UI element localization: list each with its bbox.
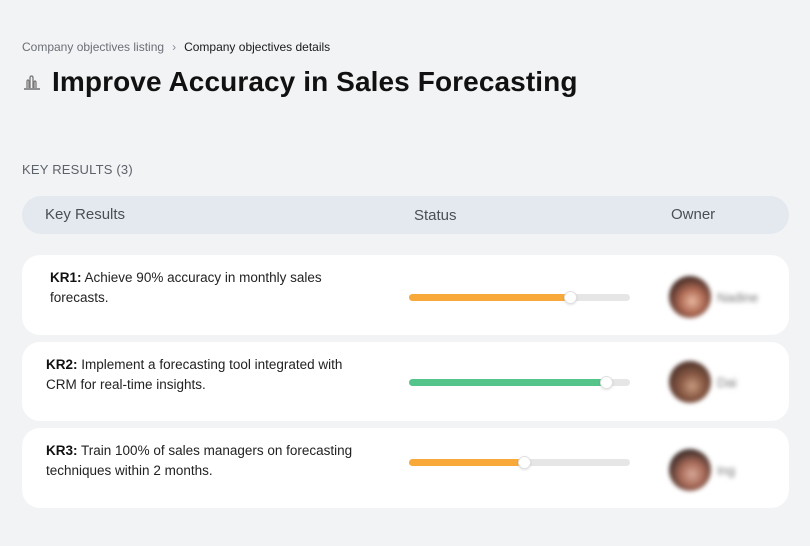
column-header-status: Status (414, 207, 457, 224)
bar-chart-icon (22, 72, 42, 92)
key-result-row[interactable]: KR2: Implement a forecasting tool integr… (22, 342, 789, 421)
progress-fill (409, 294, 571, 301)
progress-handle[interactable] (517, 456, 531, 469)
key-result-description: Achieve 90% accuracy in monthly sales fo… (50, 270, 322, 305)
progress-handle[interactable] (599, 376, 613, 389)
progress-fill (409, 379, 606, 386)
objective-header: Improve Accuracy in Sales Forecasting (22, 66, 578, 98)
key-result-id: KR3: (46, 443, 78, 458)
status-progress-bar[interactable] (409, 376, 630, 389)
breadcrumb-separator-icon: › (172, 40, 177, 54)
owner-cell[interactable]: Dai (669, 361, 737, 403)
column-header-owner: Owner (671, 206, 716, 223)
avatar (669, 276, 711, 318)
avatar (669, 449, 711, 491)
key-result-description: Implement a forecasting tool integrated … (46, 357, 343, 392)
key-result-text: KR1: Achieve 90% accuracy in monthly sal… (50, 268, 380, 308)
status-progress-bar[interactable] (409, 291, 630, 304)
owner-name: Nadine (717, 289, 759, 305)
key-results-count-label: KEY RESULTS (3) (22, 162, 133, 177)
key-result-row[interactable]: KR1: Achieve 90% accuracy in monthly sal… (22, 255, 789, 335)
breadcrumb-current: Company objectives details (184, 40, 331, 54)
progress-fill (409, 459, 524, 466)
avatar (669, 361, 711, 403)
progress-handle[interactable] (564, 291, 578, 304)
owner-name: Ing (717, 462, 736, 478)
breadcrumb-link-listing[interactable]: Company objectives listing (22, 40, 165, 54)
key-results-table-header: Key Results Status Owner (22, 196, 789, 234)
status-progress-bar[interactable] (409, 456, 630, 469)
page-title: Improve Accuracy in Sales Forecasting (52, 66, 578, 97)
key-result-id: KR2: (46, 357, 78, 372)
key-result-description: Train 100% of sales managers on forecast… (46, 443, 353, 478)
owner-cell[interactable]: Ing (669, 449, 735, 491)
owner-name: Dai (717, 374, 737, 390)
owner-cell[interactable]: Nadine (669, 276, 758, 318)
key-result-text: KR3: Train 100% of sales managers on for… (46, 441, 376, 481)
key-result-id: KR1: (50, 270, 82, 285)
column-header-key-results: Key Results (45, 206, 126, 223)
key-result-text: KR2: Implement a forecasting tool integr… (46, 355, 376, 395)
breadcrumb: Company objectives listing › Company obj… (22, 40, 330, 54)
key-result-row[interactable]: KR3: Train 100% of sales managers on for… (22, 428, 789, 508)
